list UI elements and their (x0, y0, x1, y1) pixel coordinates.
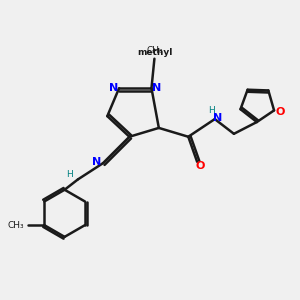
Text: O: O (275, 107, 285, 117)
Text: CH₃: CH₃ (8, 220, 25, 230)
Text: methyl: methyl (137, 48, 173, 57)
Text: N: N (92, 157, 101, 167)
Text: N: N (212, 113, 222, 124)
Text: N: N (152, 83, 161, 93)
Text: CH₃: CH₃ (146, 46, 163, 55)
Text: H: H (208, 106, 214, 115)
Text: H: H (66, 169, 73, 178)
Text: O: O (196, 161, 205, 171)
Text: N: N (110, 83, 119, 93)
